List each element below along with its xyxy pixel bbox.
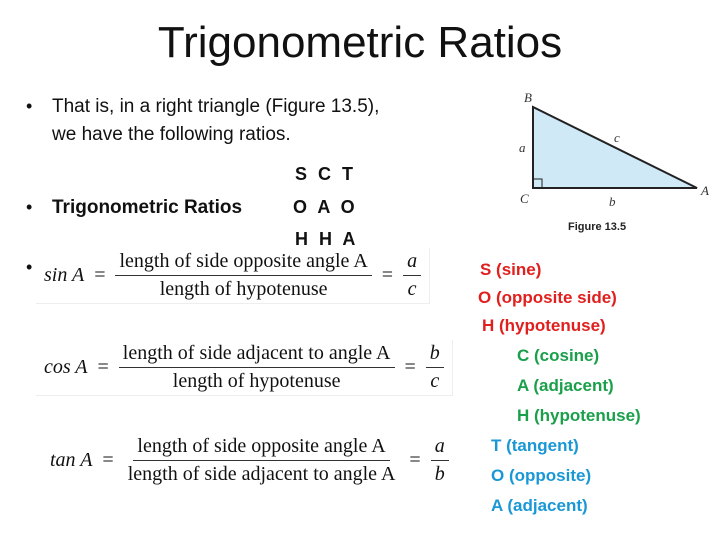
ratios-heading: Trigonometric Ratios [52, 197, 243, 218]
legend-tan-2: O (opposite) [491, 466, 592, 485]
vertex-b: B [524, 90, 532, 105]
side-a: a [519, 140, 526, 155]
vertex-c: C [520, 191, 529, 206]
triangle-shape [532, 105, 698, 189]
intro-line-2: we have the following ratios. [52, 124, 291, 145]
legend-tan-1: T (tangent) [491, 436, 579, 455]
legend-tan-3: A (adjacent) [491, 496, 588, 515]
legend-cos-2: A (adjacent) [517, 376, 614, 395]
formula-lhs: sin A [44, 264, 85, 286]
mnemonic-row-1: S C T [295, 164, 357, 184]
side-c: c [614, 130, 620, 145]
legend-cos-1: C (cosine) [517, 346, 600, 365]
slide-title: Trigonometric Ratios [157, 18, 563, 67]
bullet-dot: • [26, 197, 33, 217]
legend-sin-3: H (hypotenuse) [482, 316, 606, 335]
figure-caption: Figure 13.5 [568, 221, 626, 233]
legend-sin-2: O (opposite side) [478, 288, 617, 307]
bullet-dot: • [26, 96, 33, 116]
formula-cos: cos A = length of side adjacent to angle … [36, 340, 453, 396]
intro-line-1: That is, in a right triangle (Figure 13.… [52, 96, 380, 117]
vertex-a: A [700, 183, 709, 198]
legend-sin-1: S (sine) [480, 260, 542, 279]
legend-cos-3: H (hypotenuse) [517, 406, 641, 425]
figure-triangle: B C A a b c Figure 13.5 [519, 90, 709, 233]
mnemonic-row-3: H H A [295, 229, 359, 249]
bullet-dot: • [26, 257, 33, 277]
side-b: b [609, 194, 616, 209]
right-angle-mark [532, 178, 543, 189]
mnemonic-row-2: O A O [293, 197, 358, 217]
